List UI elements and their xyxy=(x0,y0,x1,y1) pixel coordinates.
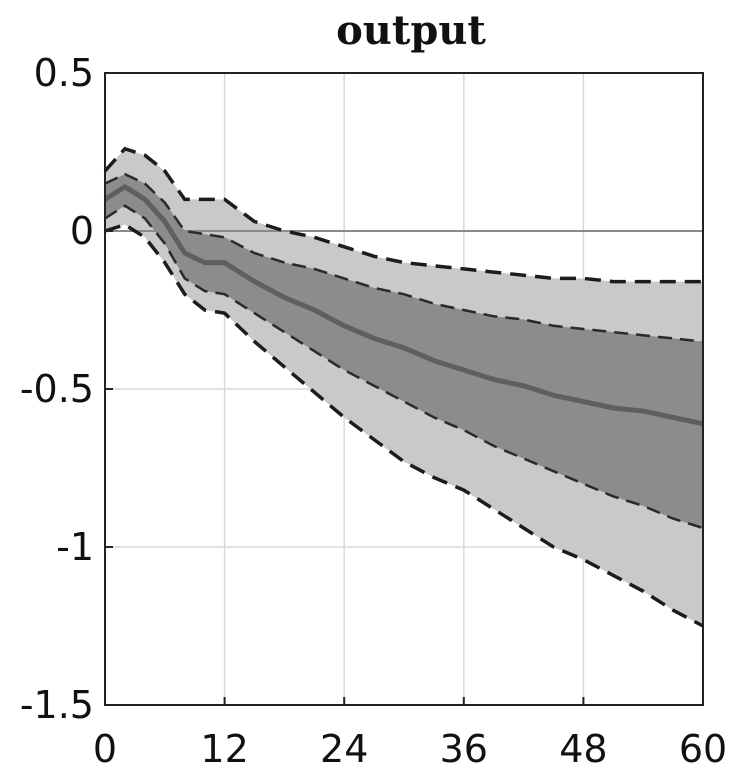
median-response-line xyxy=(103,184,704,427)
outer-lower-bound-line xyxy=(104,222,704,628)
x-tick-label: 36 xyxy=(440,727,488,771)
x-tick-label: 0 xyxy=(93,727,117,771)
inner-confidence-band xyxy=(105,174,703,528)
y-tick-label: -1.5 xyxy=(20,683,94,727)
y-tick-label: -0.5 xyxy=(20,367,94,411)
y-axis-ticks: 0.5 0 -0.5 -1 -1.5 xyxy=(20,51,113,727)
plot-area xyxy=(103,72,704,706)
series-lines xyxy=(103,146,704,628)
x-tick-label: 12 xyxy=(200,727,248,771)
confidence-bands xyxy=(105,148,703,627)
x-tick-label: 60 xyxy=(679,727,727,771)
x-axis-ticks: 0 12 24 36 48 60 xyxy=(93,697,727,771)
y-tick-label: 0 xyxy=(70,209,94,253)
inner-upper-bound-line xyxy=(104,172,704,343)
x-tick-label: 24 xyxy=(320,727,368,771)
inner-lower-bound-line xyxy=(104,204,704,530)
chart-title: output xyxy=(336,7,486,54)
x-tick-label: 48 xyxy=(559,727,607,771)
y-tick-label: -1 xyxy=(56,525,94,569)
y-tick-label: 0.5 xyxy=(34,51,94,95)
outer-upper-bound-line xyxy=(103,146,703,284)
